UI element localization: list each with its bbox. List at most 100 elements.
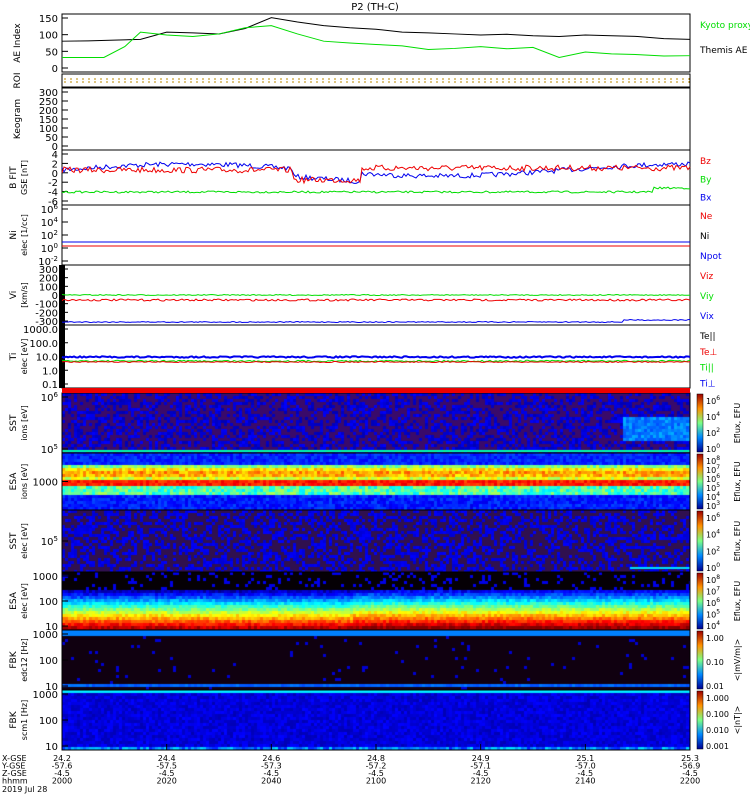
panel-sst_i: 106 105 SST ions [eV] 106 104 102 100 Eflux, EFU — [9, 391, 742, 456]
y-tick-label: 0 — [52, 64, 58, 75]
y-tick-label: 300 — [39, 265, 58, 276]
panel-ae: 150 100 50 0 AE Index Kyoto proxy AE Themis AE — [13, 13, 750, 75]
y-axis-units: elec [eV] — [20, 583, 29, 619]
y-tick-label: 1.0 — [42, 366, 58, 377]
y-tick-label: 0 — [52, 291, 58, 302]
x-axis-value: 2020 — [156, 777, 176, 786]
colorbar-label: Eflux, EFU — [733, 403, 742, 444]
colorbar-tick-label: 104 — [706, 620, 720, 631]
y-tick-label: 150 — [39, 115, 58, 126]
y-tick-label: -100 — [35, 300, 58, 311]
y-tick-label: 100 — [39, 124, 58, 135]
x-axis-value: 24.6 — [262, 754, 280, 763]
colorbar-tick-label: 1.00 — [706, 634, 724, 643]
y-axis-label: Ti — [9, 353, 19, 362]
x-axis-value: 2120 — [470, 777, 490, 786]
colorbar-tick-label: 105 — [706, 482, 720, 493]
x-axis-row-label: hhmm — [2, 777, 28, 786]
y-tick-label: 10-2 — [38, 255, 58, 268]
y-tick-label: 105 — [41, 535, 58, 548]
colorbar-tick-label: 106 — [706, 512, 720, 523]
y-axis-units: ions [eV] — [20, 464, 29, 500]
x-axis-value: 2100 — [366, 777, 386, 786]
y-tick-label: 100 — [39, 716, 58, 727]
y-axis-label: FBK — [9, 650, 19, 668]
te-perp-line — [61, 360, 691, 364]
colorbar-tick-label: 107 — [706, 464, 720, 475]
colorbar-tick-label: 108 — [706, 574, 720, 585]
colorbar-tick-label: 104 — [706, 529, 720, 540]
bz-line — [61, 164, 691, 185]
panel-fbk_e: 1000 100 10 FBK edc12 [Hz] 1.00 0.10 0.01 <|mV/m… — [9, 629, 742, 693]
y-tick-label: 10.0 — [36, 353, 58, 364]
panel-sst_e: 105 SST elec [eV] 106 104 102 100 Eflux, EFU — [9, 509, 742, 573]
y-axis-label: FBK — [9, 710, 19, 728]
colorbar-label: Eflux, EFU — [733, 581, 742, 622]
y-axis-label: Keogram — [13, 99, 23, 139]
legend-label: By — [700, 175, 712, 185]
y-tick-label: 1000 — [33, 572, 58, 583]
legend-label: Kyoto proxy AE — [700, 21, 750, 31]
y-axis-label: AE Index — [13, 23, 23, 63]
y-axis-units: elec [eV] — [20, 523, 29, 559]
x-axis-value: -4.5 — [159, 769, 175, 778]
y-axis-label: SST — [9, 532, 19, 549]
spectrogram-esa_e — [62, 572, 690, 630]
y-tick-label: 0 — [52, 142, 58, 153]
y-axis-units: edc12 [Hz] — [20, 638, 29, 682]
x-axis-row-label: Y-GSE — [1, 762, 25, 771]
y-tick-label: 200 — [39, 106, 58, 117]
spectrogram-sst_e — [62, 510, 690, 572]
y-tick-label: 10 — [45, 622, 58, 633]
panel-frame — [61, 689, 691, 751]
y-tick-label: 1000 — [33, 630, 58, 641]
y-axis-label: ESA — [9, 472, 19, 491]
legend-label: Vix — [700, 312, 714, 322]
y-axis-label: B FIT — [9, 166, 19, 189]
legend-label: Bz — [700, 157, 711, 167]
legend-label: Ne — [700, 212, 713, 222]
spectrogram-fbk_e — [62, 630, 690, 690]
plot-title: P2 (TH-C) — [351, 2, 399, 13]
legend-label: Bx — [700, 194, 712, 204]
x-axis-value: 2000 — [52, 777, 72, 786]
x-axis-value: 24.8 — [367, 754, 385, 763]
colorbar-tick-label: 0.01 — [706, 682, 724, 691]
x-axis-value: -4.5 — [54, 769, 70, 778]
y-tick-label: 0.1 — [42, 380, 58, 391]
y-axis-label: Vi — [9, 291, 19, 299]
x-axis-value: -57.1 — [470, 762, 491, 771]
y-tick-label: 100 — [41, 242, 58, 255]
y-tick-label: 102 — [41, 229, 58, 242]
bx-line — [61, 161, 691, 184]
y-tick-label: -4 — [48, 188, 58, 199]
legend-label: Ti|| — [699, 364, 714, 374]
x-axis-value: 25.3 — [681, 754, 699, 763]
legend-label: Viy — [700, 292, 714, 302]
colorbar-label: <|mV/m|> — [733, 639, 742, 682]
y-tick-label: 1000 — [33, 478, 58, 489]
colorbar-tick-label: 100 — [706, 562, 720, 573]
x-axis-value: -4.5 — [368, 769, 384, 778]
legend-label: Npot — [700, 252, 722, 262]
colorbar-tick-label: 107 — [706, 586, 720, 597]
y-tick-label: 100 — [39, 597, 58, 608]
y-tick-label: 100 — [39, 31, 58, 42]
panel-frame — [61, 149, 691, 206]
y-tick-label: 2 — [52, 159, 58, 170]
colorbar-label: <|nT|> — [733, 706, 742, 735]
legend-label: Ni — [700, 232, 709, 242]
x-axis-value: 24.9 — [472, 754, 490, 763]
panel-frame — [61, 13, 691, 73]
y-axis-units: scm1 [Hz] — [20, 700, 29, 740]
viy-line — [61, 293, 691, 297]
y-tick-label: 106 — [41, 391, 59, 404]
colorbar-tick-label: 106 — [706, 597, 720, 608]
panel-ti: 1000.0 100.0 10.0 1.0 0.1 Ti elec [eV] Te|| Te⊥ T… — [9, 324, 718, 391]
y-axis-label: SST — [9, 414, 19, 431]
